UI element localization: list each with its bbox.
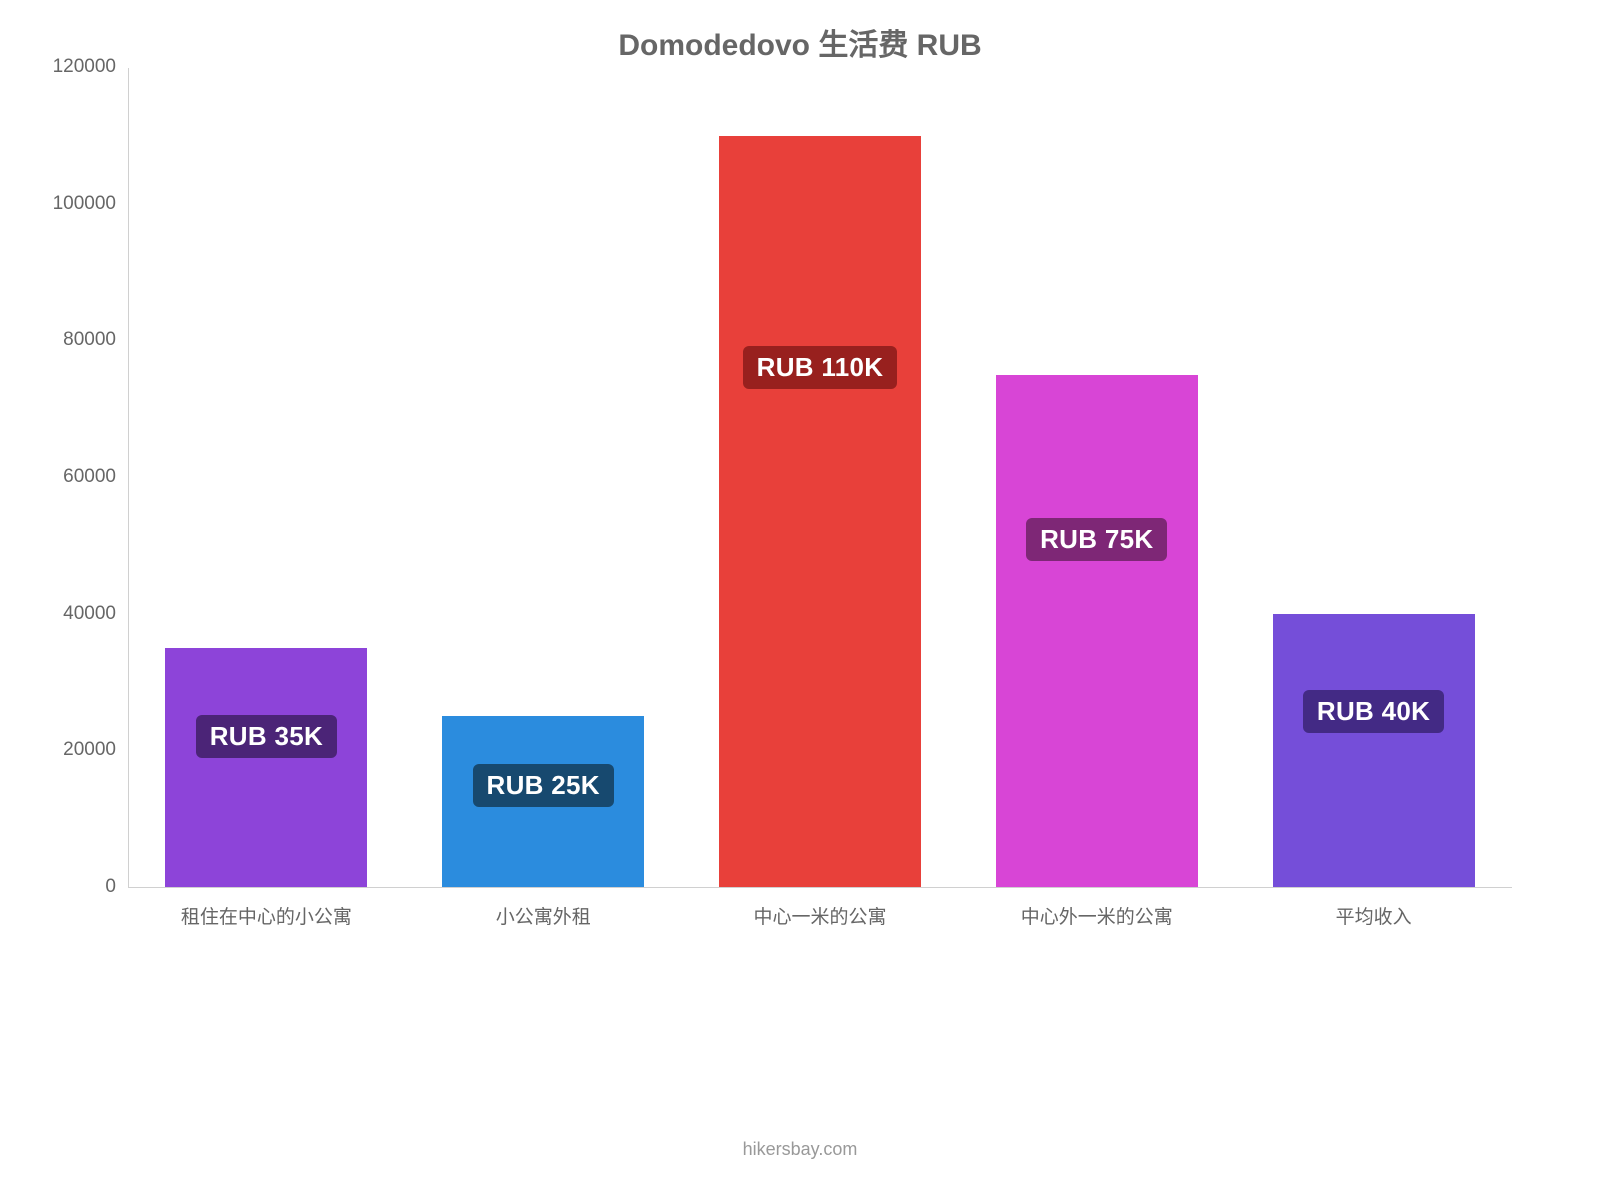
bar: RUB 25K	[442, 716, 644, 887]
bar-slot: RUB 75K	[958, 68, 1235, 887]
bar: RUB 40K	[1273, 614, 1475, 887]
bar-slot: RUB 35K	[128, 68, 405, 887]
bar-value-label: RUB 25K	[473, 764, 614, 807]
bar-value-label: RUB 110K	[743, 346, 898, 389]
x-tick-label: 中心一米的公寓	[682, 888, 959, 929]
bar-value-label: RUB 75K	[1026, 518, 1167, 561]
y-tick-label: 60000	[63, 466, 128, 488]
attribution: hikersbay.com	[0, 1139, 1600, 1160]
y-tick-label: 20000	[63, 739, 128, 761]
bars-group: RUB 35K RUB 25K RUB 110K RUB 75K RUB 40K	[128, 68, 1512, 887]
bar-value-label: RUB 35K	[196, 715, 337, 758]
x-tick-label: 租住在中心的小公寓	[128, 888, 405, 929]
bar-slot: RUB 25K	[405, 68, 682, 887]
y-tick-label: 80000	[63, 329, 128, 351]
bar: RUB 35K	[165, 648, 367, 887]
bar-value-label: RUB 40K	[1303, 690, 1444, 733]
x-tick-label: 中心外一米的公寓	[958, 888, 1235, 929]
x-axis: 租住在中心的小公寓小公寓外租中心一米的公寓中心外一米的公寓平均收入	[128, 888, 1512, 929]
bar: RUB 75K	[996, 375, 1198, 887]
chart-title: Domodedovo 生活费 RUB	[48, 20, 1552, 64]
y-tick-label: 40000	[63, 603, 128, 625]
plot-area: 020000400006000080000100000120000 RUB 35…	[128, 68, 1512, 888]
y-tick-label: 0	[105, 876, 128, 898]
bar: RUB 110K	[719, 136, 921, 887]
x-tick-label: 小公寓外租	[405, 888, 682, 929]
y-tick-label: 120000	[53, 56, 128, 78]
y-tick-label: 100000	[53, 193, 128, 215]
bar-slot: RUB 40K	[1235, 68, 1512, 887]
x-tick-label: 平均收入	[1235, 888, 1512, 929]
chart-container: Domodedovo 生活费 RUB 020000400006000080000…	[0, 0, 1600, 1200]
bar-slot: RUB 110K	[682, 68, 959, 887]
